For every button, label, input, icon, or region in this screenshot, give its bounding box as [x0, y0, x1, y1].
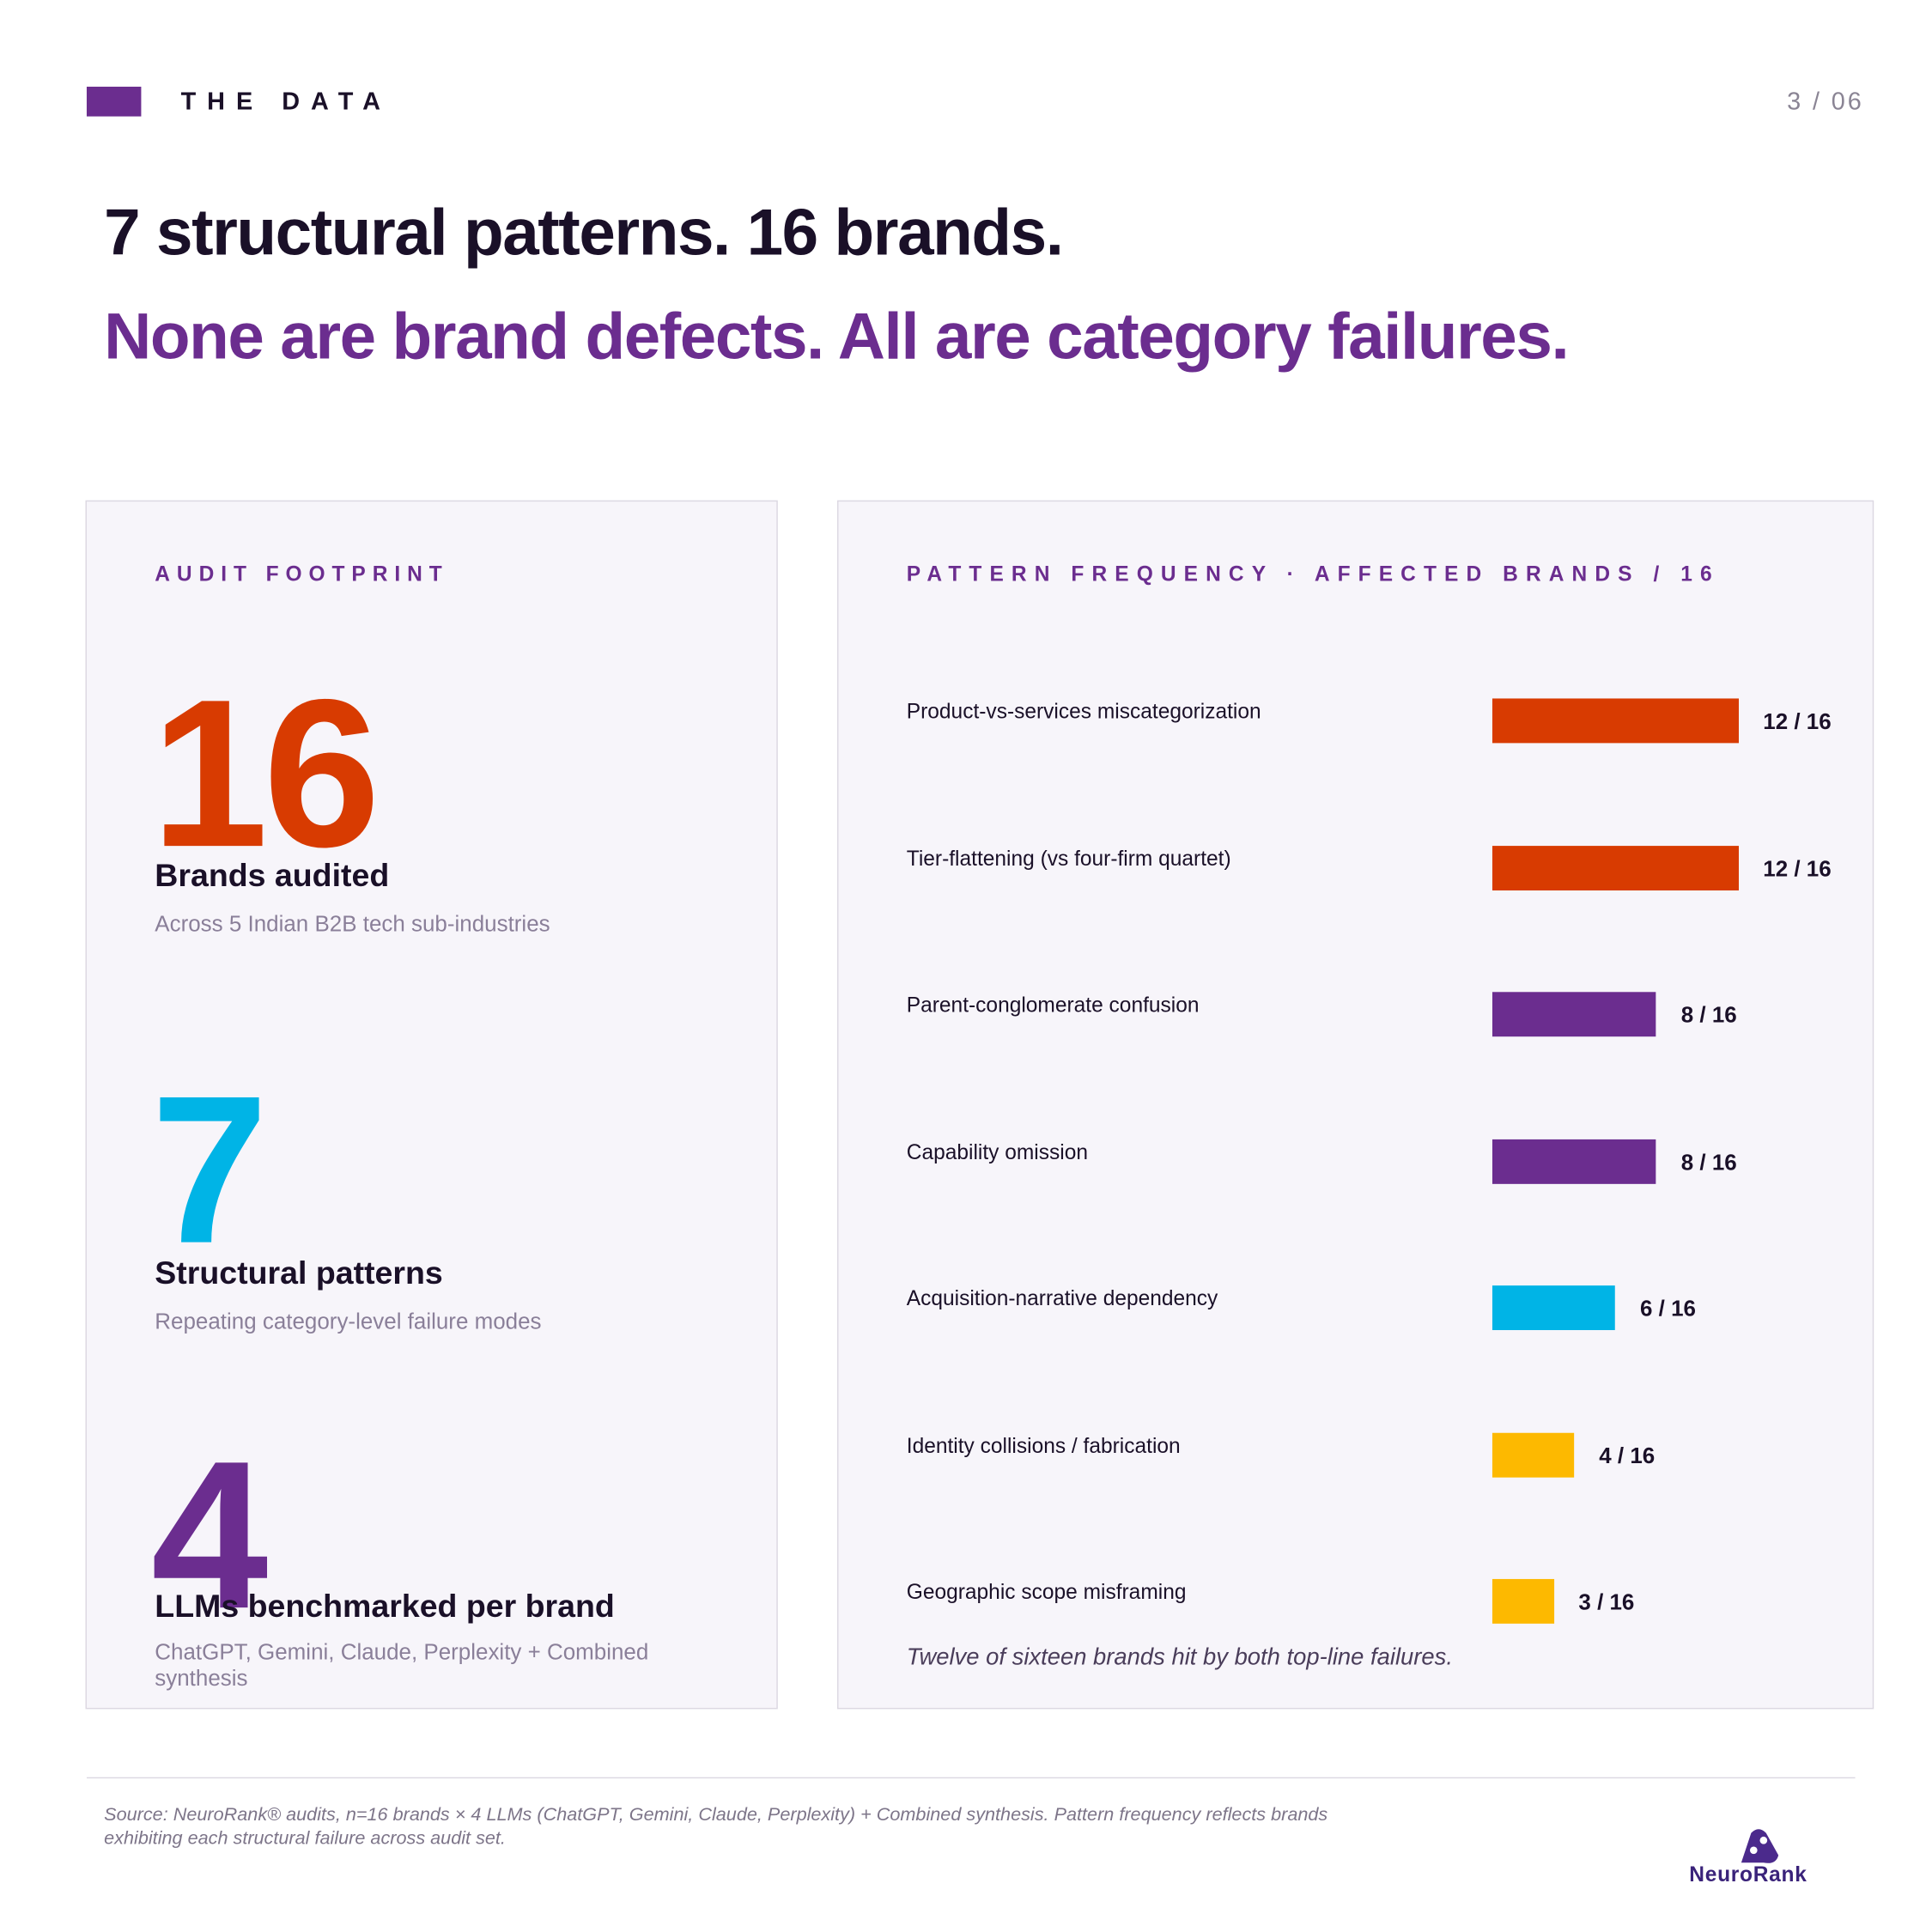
bar [1492, 1432, 1575, 1477]
category-label: Acquisition-narrative dependency [906, 1286, 1218, 1310]
audit-panel [85, 500, 778, 1710]
section-marker [86, 86, 142, 117]
stat-number: 7 [150, 1052, 268, 1288]
category-label: Identity collisions / fabrication [906, 1433, 1181, 1457]
stat-note: ChatGPT, Gemini, Claude, Perplexity + Co… [155, 1639, 649, 1691]
category-label: Product-vs-services miscategorization [906, 699, 1261, 724]
category-label: Geographic scope misframing [906, 1580, 1187, 1604]
bar [1492, 1285, 1616, 1331]
stat-label: LLMs benchmarked per brand [155, 1587, 615, 1625]
section-label: THE DATA [180, 88, 392, 116]
value-label: 4 / 16 [1599, 1443, 1656, 1468]
category-label: Tier-flattening (vs four-firm quartet) [906, 846, 1231, 871]
stat-note: Repeating category-level failure modes [155, 1309, 542, 1334]
stat-number: 16 [150, 656, 380, 892]
logo-icon [1741, 1829, 1779, 1863]
stat-label: Brands audited [155, 856, 390, 894]
category-label: Parent-conglomerate confusion [906, 993, 1200, 1018]
value-label: 8 / 16 [1680, 1149, 1737, 1175]
logo-text: NeuroRank [1689, 1862, 1807, 1886]
value-label: 3 / 16 [1578, 1589, 1635, 1615]
bar [1492, 992, 1656, 1037]
stat-number: 4 [150, 1418, 268, 1654]
subtitle: None are brand defects. All are category… [104, 300, 1570, 374]
title: 7 structural patterns. 16 brands. [104, 196, 1064, 270]
chart-panel [836, 500, 1874, 1710]
footer-rule [86, 1777, 1856, 1779]
value-label: 8 / 16 [1680, 1002, 1737, 1028]
value-label: 6 / 16 [1640, 1296, 1697, 1321]
category-label: Capability omission [906, 1139, 1088, 1164]
panel-heading: AUDIT FOOTPRINT [155, 562, 449, 586]
bar [1492, 845, 1739, 890]
chart-title: PATTERN FREQUENCY · AFFECTED BRANDS / 16 [906, 562, 1720, 586]
stat-label: Structural patterns [155, 1254, 443, 1291]
bar [1492, 1578, 1554, 1624]
page-number: 3 / 06 [1787, 88, 1864, 116]
chart-annotation: Twelve of sixteen brands hit by both top… [906, 1644, 1453, 1671]
stat-note: Across 5 Indian B2B tech sub-industries [155, 911, 550, 937]
bar [1492, 1139, 1656, 1184]
value-label: 12 / 16 [1763, 855, 1832, 881]
bar [1492, 698, 1739, 744]
source-note: Source: NeuroRank® audits, n=16 brands ×… [104, 1804, 1328, 1850]
value-label: 12 / 16 [1763, 708, 1832, 734]
